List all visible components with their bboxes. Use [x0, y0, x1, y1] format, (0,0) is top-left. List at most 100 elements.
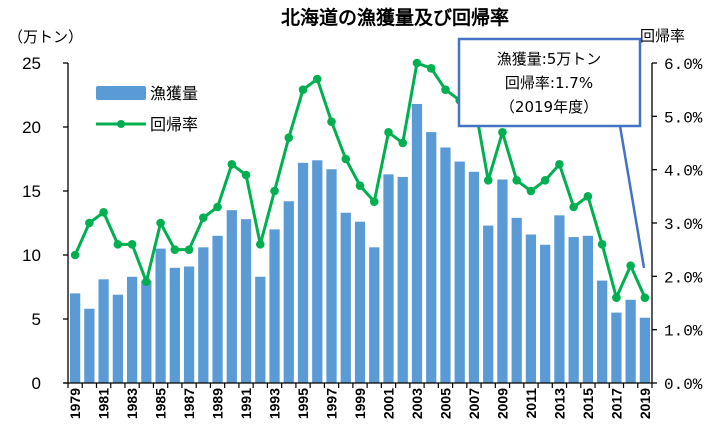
point-1984	[142, 277, 151, 286]
legend-bar-swatch	[96, 86, 146, 100]
bar-2018	[625, 299, 636, 383]
x-axis-ticks: 1979 1981 1983 1985 1987 1989 1991 1993 1995 1997…	[67, 383, 653, 419]
bar-2019	[639, 317, 651, 383]
bar-1986	[169, 267, 180, 383]
bar-2005	[440, 147, 451, 383]
bar-1998	[340, 212, 351, 383]
point-1998	[341, 154, 351, 164]
x-tick-label: 2013	[551, 388, 567, 419]
point-2019	[640, 293, 650, 302]
left-tick-label: 0	[32, 374, 41, 393]
point-1981	[99, 208, 108, 217]
point-2001	[384, 128, 393, 137]
left-tick-label: 25	[22, 54, 41, 73]
point-1991	[241, 170, 251, 180]
bar-2012	[540, 244, 551, 383]
point-2009	[498, 128, 507, 137]
bar-series	[69, 103, 651, 384]
bar-1988	[198, 247, 209, 383]
bar-2017	[611, 312, 622, 383]
bar-1985	[155, 248, 166, 383]
right-tick-label: 1.0%	[664, 323, 703, 341]
bar-1997	[326, 169, 337, 383]
x-tick-label: 2019	[637, 388, 653, 419]
bar-2003	[411, 103, 423, 384]
point-1985	[156, 218, 165, 228]
x-tick-label: 1993	[267, 388, 283, 419]
x-tick-label: 1997	[324, 388, 340, 419]
x-tick-label: 1999	[352, 388, 368, 419]
right-tick-label: 6.0%	[664, 56, 703, 74]
bar-1991	[240, 219, 252, 383]
point-2002	[398, 138, 408, 148]
point-2018	[626, 261, 635, 270]
point-1993	[270, 186, 279, 196]
x-tick-label: 1987	[181, 388, 197, 419]
point-2008	[483, 176, 493, 185]
right-tick-label: 4.0%	[664, 163, 703, 181]
bar-2014	[568, 237, 579, 383]
point-1996	[312, 74, 322, 84]
legend-bar-label: 漁獲量	[150, 84, 198, 103]
left-tick-label: 5	[32, 310, 41, 329]
bar-2007	[468, 171, 480, 383]
x-tick-label: 1991	[238, 388, 254, 419]
bar-1980	[84, 308, 95, 383]
point-1999	[355, 181, 365, 190]
chart-title: 北海道の漁獲量及び回帰率	[281, 6, 509, 29]
bar-1981	[98, 279, 109, 383]
annotation-line-catch: 漁獲量:5万トン	[497, 50, 602, 68]
point-1983	[127, 240, 137, 249]
right-axis-label: 回帰率	[640, 27, 685, 45]
x-tick-label: 2001	[380, 388, 396, 419]
annotation-line-year: （2019年度）	[500, 98, 598, 116]
point-2016	[597, 240, 607, 249]
x-tick-label: 2015	[580, 388, 596, 419]
bar-1979	[69, 293, 81, 383]
left-axis-unit-label: （万トン）	[8, 28, 83, 46]
annotation-line-rate: 回帰率:1.7%	[505, 74, 593, 92]
annotation-callout: 漁獲量:5万トン 回帰率:1.7% （2019年度）	[457, 37, 646, 269]
point-2004	[426, 64, 436, 73]
bar-1992	[255, 276, 266, 383]
left-axis-ticks: 0 5 10 15 20 25	[22, 54, 68, 393]
legend-line-label: 回帰率	[150, 115, 198, 134]
bar-2006	[454, 161, 465, 383]
bar-2010	[511, 217, 522, 383]
bar-2002	[397, 176, 408, 383]
right-tick-label: 5.0%	[664, 109, 703, 127]
bar-2013	[554, 215, 565, 383]
point-1986	[170, 245, 180, 254]
right-tick-label: 2.0%	[664, 269, 703, 287]
x-tick-label: 1995	[295, 388, 311, 419]
bar-1996	[312, 160, 323, 383]
point-2015	[583, 192, 593, 201]
bar-2016	[597, 280, 608, 383]
bar-1984	[141, 280, 152, 383]
x-tick-label: 2005	[437, 388, 453, 419]
point-2014	[569, 202, 578, 212]
point-1987	[184, 245, 194, 254]
bar-1989	[212, 235, 223, 383]
point-2011	[526, 186, 536, 196]
bar-1990	[226, 210, 237, 383]
bar-1982	[112, 294, 123, 383]
left-tick-label: 20	[22, 118, 41, 137]
bar-2011	[525, 234, 537, 383]
bar-2000	[369, 247, 380, 383]
point-2000	[369, 197, 379, 206]
point-1990	[227, 160, 237, 169]
point-2017	[612, 293, 621, 302]
point-2010	[512, 176, 521, 185]
bar-1983	[126, 276, 138, 383]
point-1997	[327, 117, 336, 126]
point-2012	[540, 176, 550, 185]
bar-2015	[582, 235, 594, 383]
right-axis-ticks: 0.0% 1.0% 2.0% 3.0% 4.0% 5.0% 6.0%	[652, 56, 703, 394]
x-tick-label: 2009	[494, 388, 510, 419]
point-1989	[213, 202, 222, 212]
bar-2008	[483, 225, 494, 383]
point-1994	[284, 133, 294, 142]
x-tick-label: 1983	[124, 388, 140, 419]
